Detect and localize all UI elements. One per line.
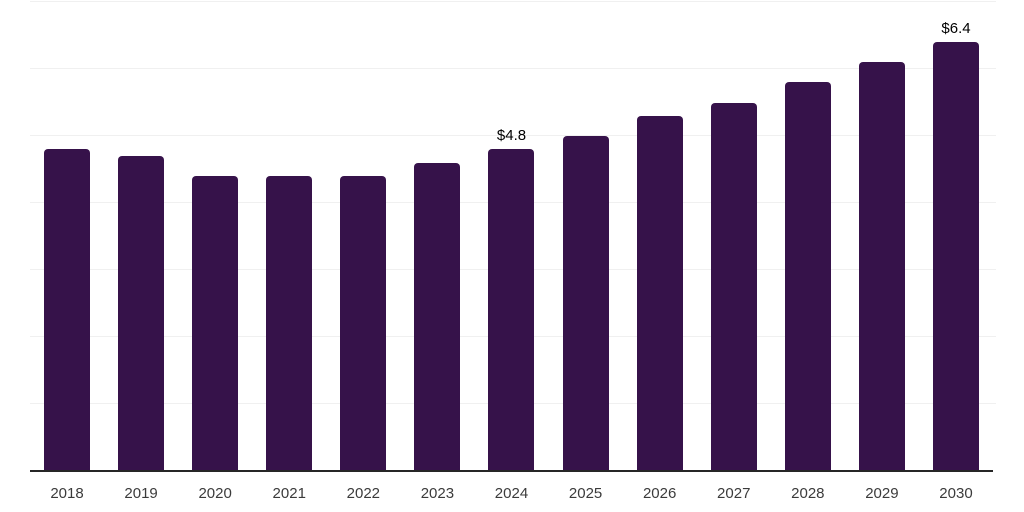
bar-2020: [192, 176, 239, 471]
bar-2021: [266, 176, 313, 471]
x-tick-label-2019: 2019: [124, 485, 158, 502]
bar-2022: [340, 176, 387, 471]
bar-2024: [488, 149, 535, 471]
bar-2028: [784, 82, 831, 471]
bar-value-label-2024: $4.8: [496, 127, 527, 145]
gridline: [30, 135, 996, 136]
x-tick-label-2022: 2022: [346, 485, 381, 502]
x-tick-label-2021: 2021: [272, 485, 306, 502]
x-tick-label-2023: 2023: [420, 485, 455, 502]
bar-2027: [710, 102, 757, 471]
x-tick-label-2024: 2024: [494, 485, 529, 502]
bar-2018: [44, 149, 90, 471]
bar-2023: [414, 162, 461, 471]
x-tick-label-2026: 2026: [642, 485, 677, 502]
bar-2019: [118, 156, 165, 471]
gridline: [30, 68, 996, 69]
bar-2025: [562, 136, 609, 471]
x-tick-label-2027: 2027: [717, 485, 751, 502]
bar-2030: [932, 42, 979, 471]
bar-2026: [636, 115, 683, 471]
x-tick-label-2020: 2020: [198, 485, 232, 502]
x-tick-label-2029: 2029: [865, 485, 899, 502]
bar-2029: [858, 62, 905, 471]
x-tick-label-2028: 2028: [791, 485, 825, 502]
x-tick-label-2030: 2030: [939, 485, 973, 502]
x-tick-label-2018: 2018: [50, 485, 84, 502]
bar-value-label-2030: $6.4: [941, 20, 971, 38]
gridline: [30, 1, 996, 2]
x-tick-label-2025: 2025: [568, 485, 603, 502]
x-axis-tick-labels: 2018 2019 2020 2021 2022 2023 2024 2025 2026 2027…: [0, 485, 1024, 507]
x-axis-line: [30, 470, 993, 472]
